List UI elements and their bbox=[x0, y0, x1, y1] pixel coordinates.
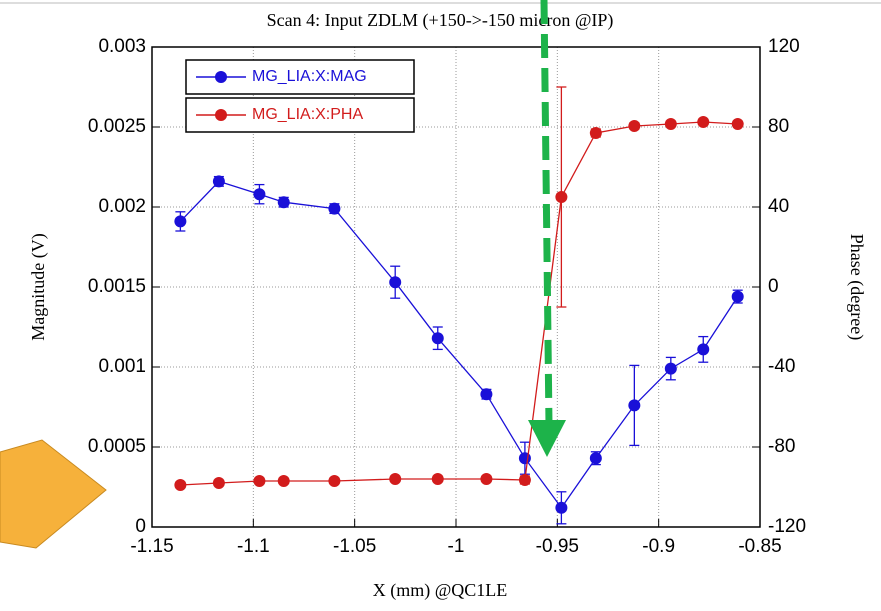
y2-tick-label: -120 bbox=[768, 516, 806, 537]
legend-marker bbox=[215, 109, 227, 121]
legend-label: MG_LIA:X:PHA bbox=[252, 106, 363, 123]
data-point bbox=[328, 475, 341, 487]
data-point bbox=[664, 118, 677, 130]
y-tick-label: 0 bbox=[135, 516, 146, 537]
y-tick-label: 0.001 bbox=[98, 356, 146, 377]
y2-tick-label: -40 bbox=[768, 356, 795, 377]
data-point bbox=[697, 116, 710, 128]
data-point bbox=[253, 475, 266, 487]
legend-marker bbox=[215, 71, 227, 83]
x-tick-label: -1 bbox=[448, 536, 465, 557]
data-point bbox=[328, 202, 341, 215]
data-point bbox=[555, 191, 568, 203]
data-point bbox=[697, 343, 710, 356]
annotation-dashed-arrow bbox=[540, 0, 553, 426]
data-point bbox=[431, 332, 444, 345]
y-tick-label: 0.003 bbox=[98, 36, 146, 57]
y2-axis-label: Phase (degree) bbox=[846, 234, 867, 340]
y2-tick-label: 120 bbox=[768, 36, 800, 57]
series-line bbox=[179, 180, 739, 509]
x-tick-label: -1.05 bbox=[333, 536, 376, 557]
data-point bbox=[589, 452, 602, 465]
y2-tick-label: -80 bbox=[768, 436, 795, 457]
data-point bbox=[431, 473, 444, 485]
y2-tick-label: 40 bbox=[768, 196, 789, 217]
data-point bbox=[555, 501, 568, 514]
legend-box bbox=[185, 97, 415, 133]
annotation-callout-arrow bbox=[0, 439, 107, 549]
data-point bbox=[518, 474, 531, 486]
data-point bbox=[664, 362, 677, 375]
data-point bbox=[731, 290, 744, 303]
y-tick-label: 0.002 bbox=[98, 196, 146, 217]
y-axis-label: Magnitude (V) bbox=[28, 233, 49, 340]
series-line bbox=[180, 121, 738, 486]
data-point bbox=[480, 473, 493, 485]
data-point bbox=[628, 399, 641, 412]
data-point bbox=[174, 479, 187, 491]
x-tick-label: -1.1 bbox=[237, 536, 270, 557]
data-point bbox=[212, 477, 225, 489]
data-point bbox=[480, 388, 493, 401]
data-point bbox=[518, 452, 531, 465]
plot-frame bbox=[151, 46, 761, 528]
y-tick-label: 0.0025 bbox=[88, 116, 146, 137]
data-point bbox=[389, 473, 402, 485]
x-tick-label: -1.15 bbox=[130, 536, 173, 557]
data-point bbox=[628, 120, 641, 132]
legend-label: MG_LIA:X:MAG bbox=[252, 68, 367, 85]
y2-tick-label: 80 bbox=[768, 116, 789, 137]
annotation-arrowhead bbox=[528, 420, 566, 457]
data-point bbox=[174, 215, 187, 228]
y-tick-label: 0.0015 bbox=[88, 276, 146, 297]
data-point bbox=[389, 276, 402, 289]
x-tick-label: -0.9 bbox=[642, 536, 675, 557]
data-point bbox=[277, 196, 290, 209]
data-point bbox=[253, 188, 266, 201]
data-point bbox=[277, 475, 290, 487]
chart-title: Scan 4: Input ZDLM (+150->-150 micron @I… bbox=[267, 10, 614, 31]
x-axis-label: X (mm) @QC1LE bbox=[373, 580, 508, 601]
data-point bbox=[731, 118, 744, 130]
data-point bbox=[589, 127, 602, 139]
x-tick-label: -0.85 bbox=[738, 536, 781, 557]
y2-tick-label: 0 bbox=[768, 276, 779, 297]
y-tick-label: 0.0005 bbox=[88, 436, 146, 457]
x-tick-label: -0.95 bbox=[536, 536, 579, 557]
data-point bbox=[212, 175, 225, 188]
